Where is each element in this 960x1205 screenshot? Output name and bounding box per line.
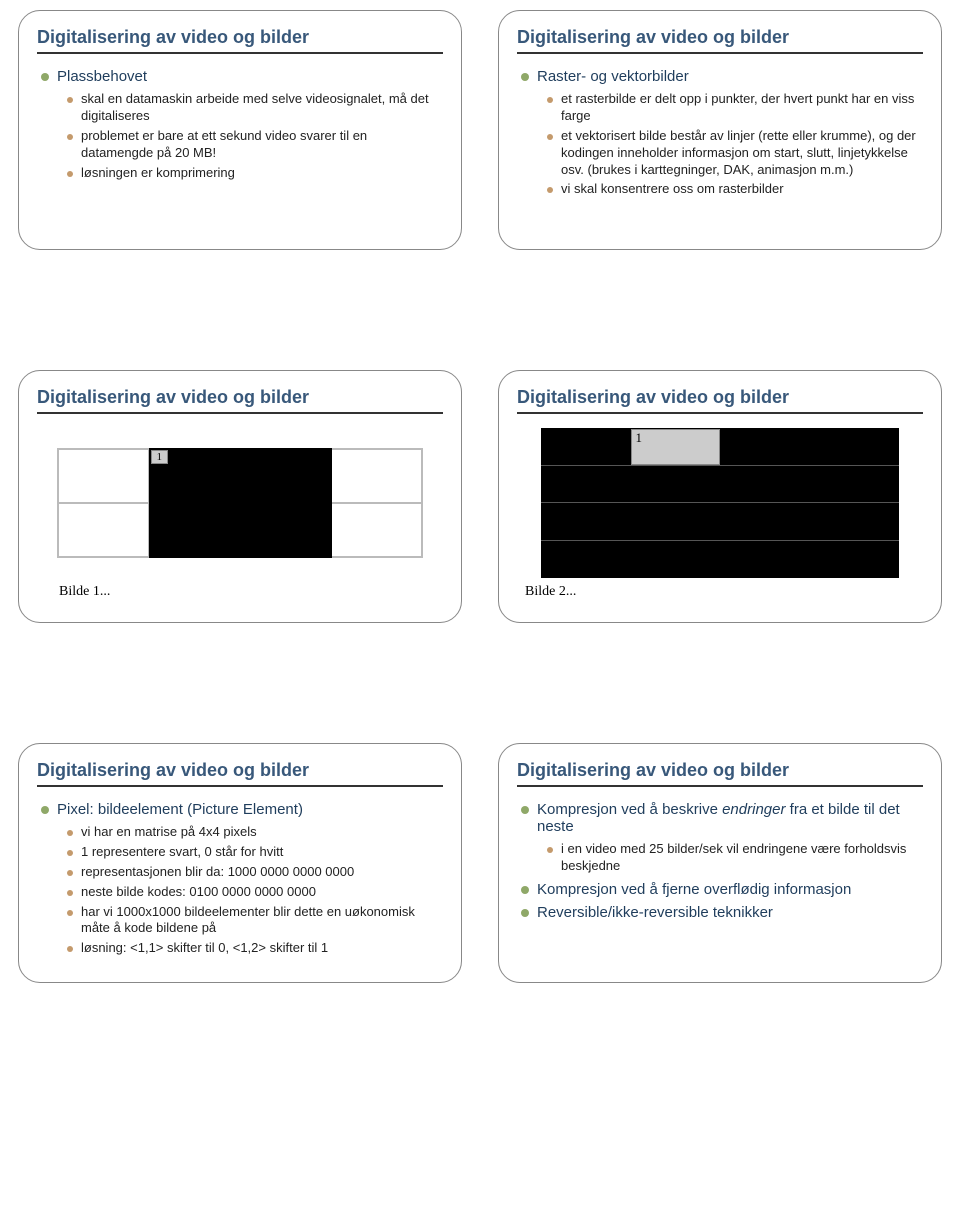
slide-grid: Digitalisering av video og bilder Plassb…	[0, 10, 960, 983]
slide-title: Digitalisering av video og bilder	[37, 760, 443, 787]
bullet-dot-icon	[547, 134, 553, 140]
slide-title: Digitalisering av video og bilder	[517, 27, 923, 54]
bullet-dot-icon	[67, 830, 73, 836]
bullet-text: Raster- og vektorbilder	[537, 68, 689, 85]
bullet-dot-icon	[67, 890, 73, 896]
bullet-dot-icon	[547, 97, 553, 103]
raster-figure-1: 1	[37, 428, 443, 578]
bullet-dot-icon	[521, 806, 529, 814]
bullet-dot-icon	[41, 806, 49, 814]
bullet-dot-icon	[67, 910, 73, 916]
slide-title: Digitalisering av video og bilder	[37, 27, 443, 54]
bullet-l2: et vektorisert bilde består av linjer (r…	[547, 128, 923, 179]
bullet-dot-icon	[67, 946, 73, 952]
slide-title: Digitalisering av video og bilder	[517, 760, 923, 787]
bullet-text: Pixel: bildeelement (Picture Element)	[57, 801, 303, 818]
bullet-text: Kompresjon ved å beskrive endringer fra …	[537, 801, 923, 835]
bullet-text: neste bilde kodes: 0100 0000 0000 0000	[81, 884, 316, 901]
bullet-text: 1 representere svart, 0 står for hvitt	[81, 844, 283, 861]
bullet-l2: 1 representere svart, 0 står for hvitt	[67, 844, 443, 861]
bullet-dot-icon	[521, 73, 529, 81]
bullet-text: i en video med 25 bilder/sek vil endring…	[561, 841, 923, 875]
black-region	[149, 448, 332, 558]
bullet-text: representasjonen blir da: 1000 0000 0000…	[81, 864, 354, 881]
bullet-text: skal en datamaskin arbeide med selve vid…	[81, 91, 443, 125]
pixel-label: 1	[631, 429, 721, 465]
slide-1: Digitalisering av video og bilder Plassb…	[18, 10, 462, 250]
bullet-dot-icon	[67, 171, 73, 177]
bullet-l1: Reversible/ikke-reversible teknikker	[521, 904, 923, 921]
bullet-text: problemet er bare at ett sekund video sv…	[81, 128, 443, 162]
bullet-text: har vi 1000x1000 bildeelementer blir det…	[81, 904, 443, 938]
slide-title: Digitalisering av video og bilder	[517, 387, 923, 414]
slide-2: Digitalisering av video og bilder Raster…	[498, 10, 942, 250]
bullet-dot-icon	[67, 870, 73, 876]
bullet-l2: løsning: <1,1> skifter til 0, <1,2> skif…	[67, 940, 443, 957]
bullet-l2: neste bilde kodes: 0100 0000 0000 0000	[67, 884, 443, 901]
bullet-l2: skal en datamaskin arbeide med selve vid…	[67, 91, 443, 125]
bullet-l2: representasjonen blir da: 1000 0000 0000…	[67, 864, 443, 881]
bullet-l1: Pixel: bildeelement (Picture Element)	[41, 801, 443, 818]
bullet-l1: Kompresjon ved å beskrive endringer fra …	[521, 801, 923, 835]
bullet-dot-icon	[67, 97, 73, 103]
bullet-l2: et rasterbilde er delt opp i punkter, de…	[547, 91, 923, 125]
slide-3: Digitalisering av video og bilder 1 Bild…	[18, 370, 462, 623]
bullet-dot-icon	[67, 134, 73, 140]
black-matrix	[541, 428, 899, 578]
bullet-dot-icon	[547, 187, 553, 193]
bullet-dot-icon	[67, 850, 73, 856]
bullet-text: løsning: <1,1> skifter til 0, <1,2> skif…	[81, 940, 328, 957]
figure-caption: Bilde 2...	[525, 584, 923, 600]
bullet-dot-icon	[521, 886, 529, 894]
bullet-l2: vi skal konsentrere oss om rasterbilder	[547, 181, 923, 198]
bullet-l2: problemet er bare at ett sekund video sv…	[67, 128, 443, 162]
pixel-label: 1	[151, 450, 169, 464]
bullet-l1: Plassbehovet	[41, 68, 443, 85]
bullet-text: Reversible/ikke-reversible teknikker	[537, 904, 773, 921]
slide-6: Digitalisering av video og bilder Kompre…	[498, 743, 942, 983]
bullet-text: Plassbehovet	[57, 68, 147, 85]
bullet-l2: i en video med 25 bilder/sek vil endring…	[547, 841, 923, 875]
slide-title: Digitalisering av video og bilder	[37, 387, 443, 414]
slide-4: Digitalisering av video og bilder 1 Bild…	[498, 370, 942, 623]
bullet-dot-icon	[547, 847, 553, 853]
raster-figure-2: 1	[517, 428, 923, 578]
bullet-l1: Kompresjon ved å fjerne overflødig infor…	[521, 881, 923, 898]
slide-5: Digitalisering av video og bilder Pixel:…	[18, 743, 462, 983]
bullet-text: et vektorisert bilde består av linjer (r…	[561, 128, 923, 179]
bullet-text: vi har en matrise på 4x4 pixels	[81, 824, 257, 841]
bullet-l2: har vi 1000x1000 bildeelementer blir det…	[67, 904, 443, 938]
bullet-l2: vi har en matrise på 4x4 pixels	[67, 824, 443, 841]
bullet-text: løsningen er komprimering	[81, 165, 235, 182]
bullet-dot-icon	[41, 73, 49, 81]
bullet-l1: Raster- og vektorbilder	[521, 68, 923, 85]
bullet-text: et rasterbilde er delt opp i punkter, de…	[561, 91, 923, 125]
bullet-text: vi skal konsentrere oss om rasterbilder	[561, 181, 784, 198]
figure-caption: Bilde 1...	[59, 584, 443, 600]
bullet-text: Kompresjon ved å fjerne overflødig infor…	[537, 881, 851, 898]
bullet-dot-icon	[521, 909, 529, 917]
bullet-l2: løsningen er komprimering	[67, 165, 443, 182]
